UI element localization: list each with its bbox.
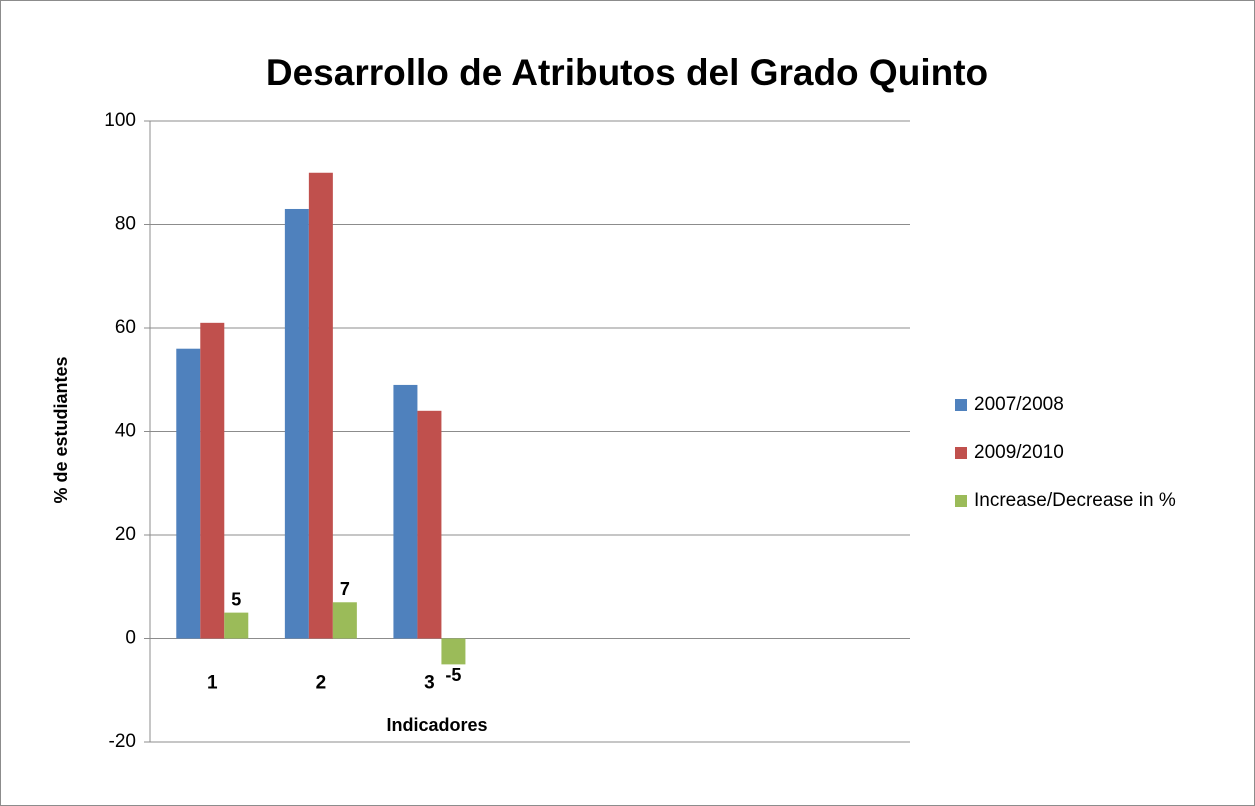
bar — [393, 384, 418, 639]
legend-label: 2009/2010 — [974, 442, 1064, 463]
y-tick-label: -20 — [109, 731, 136, 752]
y-tick-label: 100 — [104, 110, 136, 131]
data-label: -5 — [445, 665, 461, 685]
legend-swatch — [955, 495, 967, 507]
chart-title: Desarrollo de Atributos del Grado Quinto — [266, 52, 988, 93]
x-axis-label: Indicadores — [386, 715, 487, 735]
bar — [284, 208, 309, 639]
legend-label: 2007/2008 — [974, 394, 1064, 415]
bar — [332, 602, 357, 639]
x-tick-label: 2 — [316, 673, 327, 694]
data-label: 7 — [340, 579, 350, 599]
x-tick-label: 3 — [424, 673, 435, 694]
bar — [441, 638, 466, 665]
bar — [200, 322, 225, 639]
y-tick-label: 40 — [115, 421, 136, 442]
y-axis-label: % de estudiantes — [51, 356, 71, 503]
y-tick-label: 20 — [115, 524, 136, 545]
bar — [224, 612, 249, 639]
bar — [176, 348, 201, 639]
legend-swatch — [955, 399, 967, 411]
y-tick-label: 60 — [115, 317, 136, 338]
legend-swatch — [955, 447, 967, 459]
x-tick-label: 1 — [207, 673, 218, 694]
bar — [308, 172, 333, 639]
y-tick-label: 0 — [125, 628, 136, 649]
bar — [417, 410, 442, 639]
legend-label: Increase/Decrease in % — [974, 490, 1176, 511]
y-tick-label: 80 — [115, 214, 136, 235]
data-label: 5 — [231, 589, 241, 609]
